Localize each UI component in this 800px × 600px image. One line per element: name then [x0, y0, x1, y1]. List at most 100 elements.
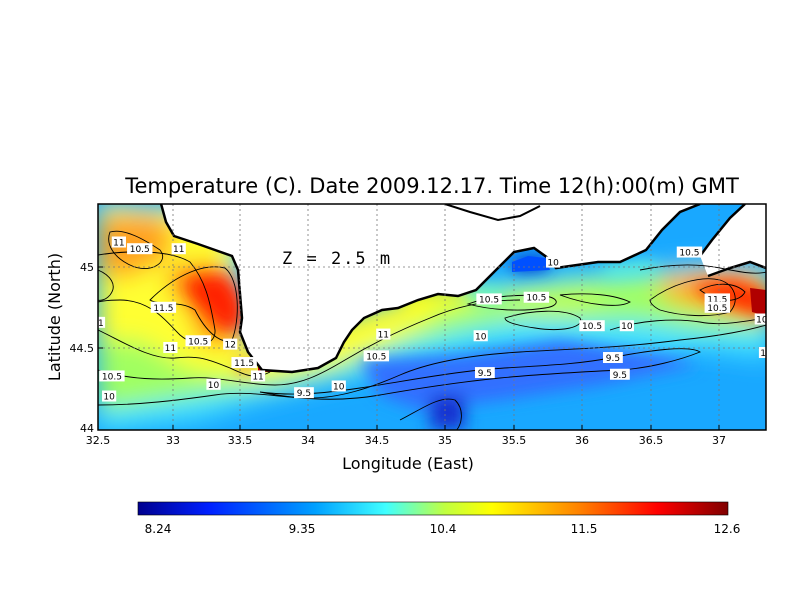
- colorbar: 8.24 9.35 10.4 11.5 12.6: [137, 501, 741, 536]
- contour-label: 10: [760, 349, 772, 359]
- contour-label-background: [294, 387, 314, 399]
- contour-label: 9.5: [297, 389, 311, 399]
- contour-label: 10: [208, 381, 220, 391]
- contour-label: 10.5: [679, 249, 699, 259]
- colorbar-label: 12.6: [714, 522, 741, 536]
- grid-lines: [98, 204, 766, 430]
- contour-label: 9.5: [606, 354, 620, 364]
- plot-frame: [97, 203, 767, 431]
- contour-label: 11: [378, 331, 389, 341]
- contour-lines: [98, 230, 766, 430]
- contour-label-background: [102, 390, 117, 402]
- coastline-taman: [707, 260, 766, 278]
- contour-label-background: [363, 350, 390, 362]
- contour-label: 10: [621, 322, 633, 332]
- contour-label-background: [523, 291, 550, 303]
- contour-label-background: [376, 328, 391, 340]
- contour-label-background: [754, 313, 766, 325]
- contour-label-background: [473, 330, 488, 342]
- contour-label-background: [98, 316, 106, 328]
- y-tick-label: 44: [80, 422, 94, 435]
- colorbar-label: 11.5: [571, 522, 598, 536]
- contour-labels: 11 10.5 11 11 11.5 11 10.5 12 11.5 11 10.5 10 10 9.5 1…: [92, 236, 772, 403]
- contour-label-background: [185, 335, 211, 347]
- x-tick-label: 35.5: [502, 434, 527, 447]
- hot-spot-east: [750, 288, 766, 316]
- contour-label-background: [223, 338, 238, 350]
- contour-label: 10.5: [526, 294, 546, 304]
- contour-label-background: [474, 367, 495, 379]
- contour-label: 10: [103, 393, 115, 403]
- x-tick-label: 33: [166, 434, 180, 447]
- y-axis-label: Latitude (North): [45, 253, 64, 381]
- contour-label: 11: [165, 344, 176, 354]
- y-tick-labels: 44 44.5 45: [70, 261, 95, 435]
- x-axis-label: Longitude (East): [342, 454, 474, 473]
- contour-label: 10.5: [102, 372, 122, 382]
- contour-label-background: [331, 380, 346, 392]
- contour-label-background: [476, 293, 502, 305]
- contour-label: 11.5: [234, 359, 254, 369]
- contour-label-background: [206, 378, 221, 390]
- contour-label: 10.5: [130, 245, 150, 255]
- axis-ticks: [98, 266, 720, 430]
- contour-label-background: [171, 243, 186, 255]
- y-tick-label: 45: [80, 261, 94, 274]
- contour-label: 10: [475, 332, 487, 342]
- coastline-north: [444, 204, 541, 222]
- cold-spot-kerch: [512, 256, 550, 272]
- contour-label-background: [579, 320, 605, 332]
- map-title: Temperature (C). Date 2009.12.17. Time 1…: [124, 174, 739, 198]
- contour-label: 11.5: [707, 295, 727, 305]
- contour-label: 10.5: [188, 337, 208, 347]
- contour-label: 12: [224, 341, 235, 351]
- contour-label-background: [758, 346, 766, 358]
- colorbar-label: 9.35: [289, 522, 316, 536]
- x-tick-labels: 32.5 33 33.5 34 34.5 35 35.5 36 36.5 37: [86, 434, 726, 447]
- contour-label-background: [704, 301, 730, 313]
- x-tick-label: 33.5: [228, 434, 253, 447]
- contour-label-background: [609, 368, 630, 380]
- contour-label-background: [127, 243, 153, 255]
- contour-label: 11: [92, 319, 103, 329]
- contour-label: 11: [173, 245, 184, 255]
- x-tick-label: 34: [301, 434, 315, 447]
- x-tick-label: 32.5: [86, 434, 111, 447]
- x-tick-label: 36.5: [639, 434, 664, 447]
- y-tick-label: 44.5: [70, 342, 95, 355]
- x-tick-label: 35: [438, 434, 452, 447]
- x-tick-label: 34.5: [365, 434, 390, 447]
- contour-label: 11.5: [153, 304, 173, 314]
- contour-label: 10: [756, 316, 768, 326]
- contour-label: 10.5: [707, 304, 727, 314]
- contour-label-background: [163, 341, 178, 353]
- contour-label: 10: [547, 259, 559, 269]
- contour-label: 9.5: [613, 371, 627, 381]
- contour-label-background: [150, 301, 177, 313]
- plot-area: 11 10.5 11 11 11.5 11 10.5 12 11.5 11 10.5 10 10 9.5 1…: [92, 204, 772, 430]
- contour-label-background: [250, 370, 266, 382]
- contour-label: 10.5: [479, 295, 499, 305]
- contour-label-background: [545, 256, 561, 268]
- contour-label-background: [619, 320, 634, 332]
- land-caucasus: [700, 204, 766, 276]
- depth-annotation: Z = 2.5 m: [282, 249, 392, 269]
- contour-label: 10.5: [366, 352, 386, 362]
- colorbar-gradient: [137, 501, 729, 516]
- coastline-east: [699, 204, 746, 257]
- contour-label: 11: [252, 372, 263, 382]
- land-crimea: [160, 204, 700, 372]
- contour-label: 10.5: [582, 322, 602, 332]
- contour-label-background: [99, 370, 125, 382]
- contour-label: 11: [113, 239, 124, 249]
- contour-label: 9.5: [478, 369, 492, 379]
- colorbar-label: 8.24: [145, 522, 172, 536]
- contour-label-background: [111, 236, 126, 248]
- contour-label-background: [704, 293, 730, 305]
- x-tick-label: 36: [575, 434, 589, 447]
- contour-label-background: [676, 246, 703, 258]
- colorbar-label: 10.4: [430, 522, 457, 536]
- contour-label-background: [603, 352, 623, 364]
- contour-label: 10: [333, 382, 345, 392]
